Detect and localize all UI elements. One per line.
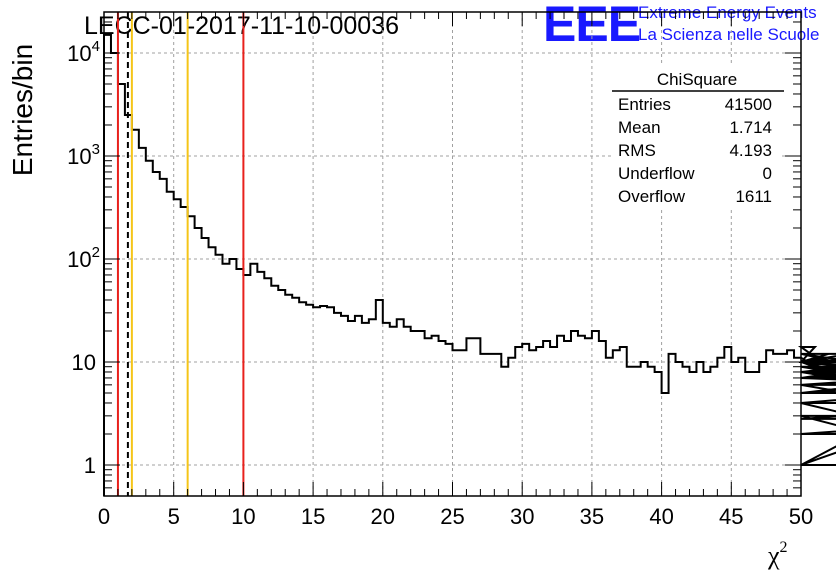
logo-line2: La Scienza nelle Scuole [638,25,819,44]
stats-background [612,65,782,210]
stats-label: Mean [618,118,661,137]
x-tick-label: 0 [98,504,110,529]
x-tick-label: 5 [168,504,180,529]
stats-value: 1611 [735,187,772,206]
x-tick-label: 45 [719,504,743,529]
stats-value: 4.193 [729,141,772,160]
x-tick-label: 10 [231,504,255,529]
stats-label: Entries [618,95,671,114]
stats-label: Underflow [618,164,695,183]
x-tick-label: 25 [440,504,464,529]
stats-label: RMS [618,141,656,160]
histogram-outline [103,33,836,496]
x-tick-label: 20 [371,504,395,529]
x-axis-label: χ2 [767,539,788,570]
x-tick-label: 15 [301,504,325,529]
axes: 0 5 10 15 20 25 30 35 40 45 50 1 10 102 103 104 [67,11,813,529]
y-tick-label: 1 [84,453,96,478]
y-tick-label: 102 [67,244,100,272]
stats-value: 41500 [725,95,772,114]
y-tick-label: 103 [67,141,100,169]
stats-box: ChiSquare Entries 41500 Mean 1.714 RMS 4.193 Un… [612,65,784,210]
stats-value: 0 [763,164,772,183]
y-tick-label: 104 [67,38,100,66]
stats-title: ChiSquare [657,70,737,89]
chart-title: LECC-01-2017-11-10-00036 [84,12,399,40]
grid [104,12,801,496]
stats-value: 1.714 [729,118,772,137]
histogram [103,33,836,496]
x-tick-label: 40 [649,504,673,529]
y-tick-label: 10 [72,350,96,375]
stats-label: Overflow [618,187,686,206]
x-tick-label: 30 [510,504,534,529]
reference-lines [116,12,245,496]
y-axis-label: Entries/bin [7,44,38,176]
x-tick-label: 50 [789,504,813,529]
x-tick-label: 35 [580,504,604,529]
eee-logo: EEE Extreme Energy Events La Scienza nel… [543,0,819,52]
